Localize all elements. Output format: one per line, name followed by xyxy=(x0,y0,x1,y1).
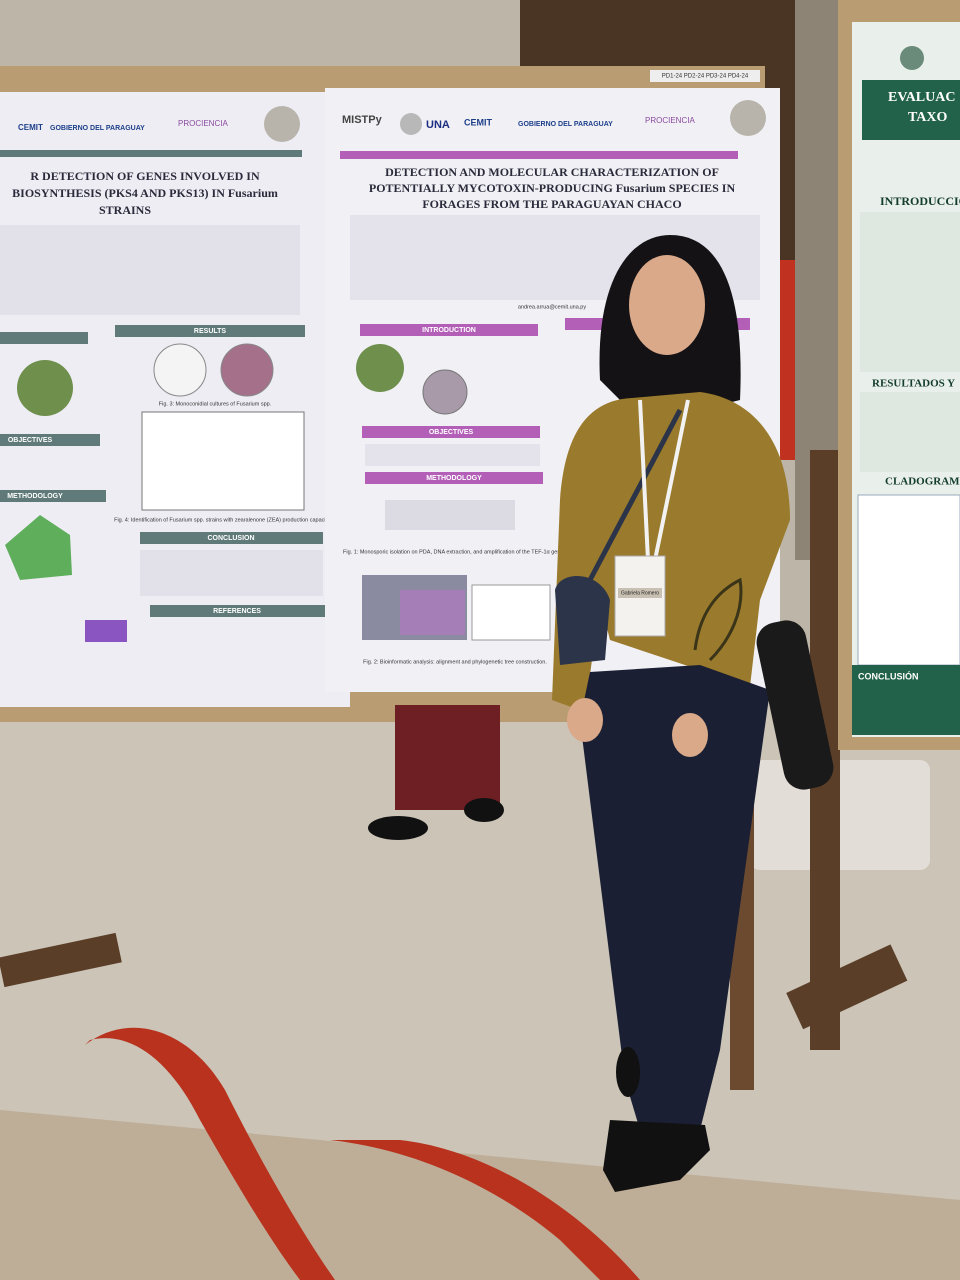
code-label xyxy=(650,70,760,82)
text-block xyxy=(140,550,323,596)
culture-dish xyxy=(220,343,274,397)
logo-seal xyxy=(730,100,766,136)
poster-title: STRAINS xyxy=(99,203,151,217)
section-bar xyxy=(140,532,323,544)
poster-title: R DETECTION OF GENES INVOLVED IN xyxy=(30,169,260,183)
poster-title: EVALUAC xyxy=(888,90,955,105)
alignment xyxy=(400,590,465,635)
poster-title: BIOSYNTHESIS (PKS4 AND PKS13) IN Fusariu… xyxy=(12,186,278,200)
section-title: CONCLUSIÓN xyxy=(858,670,919,681)
section-title: METHODOLOGY xyxy=(426,475,482,482)
caption: Fig. 3: Monoconidial cultures of Fusariu… xyxy=(159,401,272,407)
section-bar xyxy=(0,332,88,344)
logo: CEMIT xyxy=(18,123,43,132)
legs-behind xyxy=(395,705,500,810)
culture-dish xyxy=(153,343,207,397)
floor-swirl xyxy=(85,1027,335,1280)
section-bar xyxy=(150,605,325,617)
section-title: REFERENCES xyxy=(213,608,261,615)
poster-title: POTENTIALLY MYCOTOXIN-PRODUCING Fusarium… xyxy=(369,181,736,195)
floor-swirl xyxy=(330,1140,640,1280)
badge-name-bar xyxy=(618,588,662,598)
section-title: OBJECTIVES xyxy=(429,429,474,436)
section-bar xyxy=(362,426,540,438)
logo: CEMIT xyxy=(464,117,493,127)
bag-strap xyxy=(587,408,683,582)
culture-dish xyxy=(422,369,468,415)
poster-title: DETECTION AND MOLECULAR CHARACTERIZATION… xyxy=(385,165,719,179)
face xyxy=(629,255,705,355)
poster-tube xyxy=(756,620,834,790)
shoe xyxy=(368,816,428,840)
method-icons xyxy=(385,500,515,530)
text-block xyxy=(860,212,960,372)
text-block xyxy=(365,444,540,466)
logo-seal xyxy=(400,113,422,135)
hand xyxy=(567,698,603,742)
shoe xyxy=(616,1047,640,1097)
board-foot xyxy=(0,932,122,988)
section-title: METHODOLOGY xyxy=(7,493,63,500)
table xyxy=(141,411,305,511)
cow-photo xyxy=(356,344,404,392)
section-title: CONCLUSION xyxy=(207,535,254,542)
map xyxy=(5,515,72,580)
text-block xyxy=(860,392,960,472)
shoe xyxy=(603,1120,710,1192)
logo: MISTPy xyxy=(342,114,383,126)
logo: PROCIENCIA xyxy=(645,116,695,125)
section-title: INTRODUCTION xyxy=(422,327,476,334)
cow-photo xyxy=(17,360,73,416)
hand xyxy=(672,713,708,757)
poster-code: PD1-24 PD2-24 PD3-24 PD4-24 xyxy=(662,74,749,80)
sweater xyxy=(552,392,790,730)
logo: GOBIERNO DEL PARAGUAY xyxy=(50,125,145,132)
poster-title: TAXO xyxy=(908,110,948,125)
logo-seal xyxy=(264,106,300,142)
board-foot xyxy=(786,944,908,1030)
section-bar xyxy=(365,472,543,484)
bag xyxy=(555,576,610,665)
email: andrea.arrua@cemit.una.py xyxy=(518,304,587,310)
caption: Fig. 1: Monosporic isolation on PDA, DNA… xyxy=(343,549,565,555)
caption: Fig. 2: Bioinformatic analysis: alignmen… xyxy=(363,659,547,665)
section-title: RESULTS xyxy=(194,328,226,335)
section-bar xyxy=(0,490,106,502)
section-title: OBJECTIVES xyxy=(8,437,53,444)
poster-title: FORAGES FROM THE PARAGUAYAN CHACO xyxy=(422,197,681,211)
logo: UNA xyxy=(426,119,450,131)
section-title: INTRODUCCIÓN xyxy=(880,194,960,208)
conclusion-box xyxy=(852,665,960,735)
section-bar xyxy=(360,324,538,336)
section-bar xyxy=(0,434,100,446)
header-bar xyxy=(340,151,738,159)
pants xyxy=(580,665,770,1130)
badge-name: Gabriela Romero xyxy=(621,590,659,596)
lanyard xyxy=(638,399,690,561)
logo-seal xyxy=(900,46,924,70)
shoe xyxy=(464,798,504,822)
logo: GOBIERNO DEL PARAGUAY xyxy=(518,121,613,128)
section-title: CLADOGRAM xyxy=(885,476,960,488)
logo: PROCIENCIA xyxy=(178,119,228,128)
caption: Fig. 4: Identification of Fusarium spp. … xyxy=(114,517,330,523)
tree xyxy=(471,584,551,641)
section-bar xyxy=(115,325,305,337)
cladogram xyxy=(857,494,960,666)
gel-icon xyxy=(85,620,127,642)
embroidery xyxy=(693,577,743,662)
section-title: RESULTADOS Y xyxy=(872,378,955,390)
text-block xyxy=(0,225,300,315)
title-box xyxy=(862,80,960,140)
header-bar xyxy=(0,150,302,157)
